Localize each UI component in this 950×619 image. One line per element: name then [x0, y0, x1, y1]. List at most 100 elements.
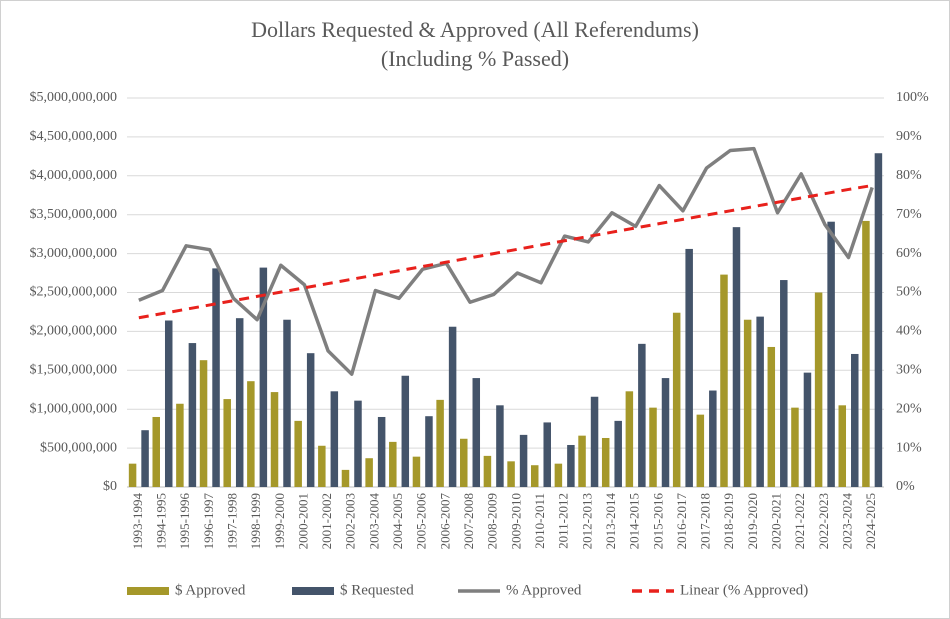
bar: [401, 375, 410, 487]
x-tick-label: 1999-2000: [272, 493, 287, 549]
y2-tick-label: 30%: [896, 363, 922, 378]
legend-label: $ Approved: [175, 582, 246, 598]
x-tick-label: 2022-2023: [816, 493, 831, 549]
x-tick-label: 2002-2003: [343, 493, 358, 549]
y2-tick-label: 40%: [896, 324, 922, 339]
bar: [199, 360, 208, 487]
x-tick-label: 1996-1997: [201, 493, 216, 550]
bar: [649, 407, 657, 487]
x-tick-label: 2010-2011: [532, 493, 547, 549]
y-tick-label: $2,000,000,000: [30, 324, 118, 339]
bar: [578, 435, 586, 487]
x-tick-label: 2007-2008: [461, 493, 476, 549]
y-tick-label: $2,500,000,000: [30, 285, 118, 300]
bar: [661, 378, 670, 487]
y-tick-label: $3,500,000,000: [30, 207, 118, 222]
legend-label: % Approved: [506, 582, 582, 598]
x-tick-label: 2012-2013: [579, 493, 594, 549]
x-tick-label: 2004-2005: [390, 493, 405, 549]
x-tick-label: 2015-2016: [650, 493, 665, 550]
legend-label: $ Requested: [340, 582, 414, 598]
bar: [448, 326, 457, 487]
bar: [720, 274, 728, 487]
bar: [851, 353, 859, 487]
bar: [554, 463, 563, 487]
bar: [306, 353, 315, 487]
bar: [176, 403, 184, 487]
x-tick-label: 2019-2020: [745, 493, 760, 549]
bar: [530, 465, 539, 487]
x-tick-label: 2000-2001: [295, 493, 310, 549]
bar: [235, 318, 244, 487]
bar: [519, 434, 528, 487]
x-tick-label: 2008-2009: [485, 493, 500, 549]
y-tick-label: $4,000,000,000: [30, 168, 118, 183]
y2-tick-label: 90%: [896, 129, 922, 144]
bar: [365, 458, 373, 487]
line: [138, 146, 874, 376]
bar: [780, 280, 788, 487]
y-tick-label: $5,000,000,000: [30, 90, 118, 105]
bar: [354, 400, 362, 487]
y2-tick-label: 70%: [896, 207, 922, 222]
x-tick-label: 2003-2004: [366, 493, 381, 550]
x-tick-label: 1995-1996: [177, 493, 192, 550]
y2-tick-label: 100%: [896, 90, 929, 105]
y-tick-label: $3,000,000,000: [30, 246, 118, 261]
bar: [128, 463, 137, 487]
bar: [270, 392, 279, 487]
x-tick-label: 1997-1998: [224, 493, 239, 549]
y-tick-label: $1,500,000,000: [30, 363, 118, 378]
x-tick-label: 2014-2015: [627, 493, 642, 549]
x-tick-label: 2013-2014: [603, 493, 618, 550]
bar: [164, 320, 173, 487]
legend-swatch: [127, 587, 169, 595]
y2-tick-label: 80%: [896, 168, 922, 183]
bar: [436, 399, 444, 487]
bar: [496, 405, 504, 487]
bar: [223, 399, 231, 487]
bar: [472, 378, 481, 487]
bar: [685, 248, 693, 487]
bar: [814, 292, 823, 487]
bar: [543, 422, 551, 487]
bar: [590, 396, 599, 487]
bar: [247, 381, 255, 487]
x-tick-label: 1994-1995: [153, 493, 168, 549]
bar: [672, 312, 681, 487]
bar: [803, 372, 812, 487]
x-tick-label: 2001-2002: [319, 493, 334, 549]
bar: [389, 441, 397, 487]
y2-tick-label: 50%: [896, 285, 922, 300]
y2-tick-label: 10%: [896, 440, 922, 455]
legend-swatch: [292, 587, 334, 595]
legend-label: Linear (% Approved): [680, 582, 808, 598]
y2-tick-label: 0%: [896, 479, 915, 494]
bar: [874, 153, 883, 487]
bar: [483, 455, 492, 487]
bar: [294, 420, 302, 487]
bar: [625, 391, 634, 487]
bar: [838, 405, 847, 487]
chart-subtitle: (Including % Passed): [381, 46, 569, 71]
bar: [377, 416, 386, 487]
bar: [412, 456, 421, 487]
bar: [460, 438, 468, 487]
bar: [283, 319, 291, 487]
bar: [601, 437, 610, 487]
bar: [743, 319, 752, 487]
bar: [791, 407, 799, 487]
bar: [756, 316, 764, 487]
bar: [188, 343, 197, 487]
bar: [507, 461, 515, 487]
x-tick-label: 2009-2010: [508, 493, 523, 549]
x-tick-label: 2020-2021: [769, 493, 784, 549]
bar: [141, 430, 149, 487]
bar: [827, 221, 835, 487]
x-tick-label: 2005-2006: [414, 493, 429, 550]
bar: [862, 220, 870, 487]
bar: [709, 390, 717, 487]
x-tick-label: 2023-2024: [840, 493, 855, 550]
bar: [425, 416, 433, 487]
